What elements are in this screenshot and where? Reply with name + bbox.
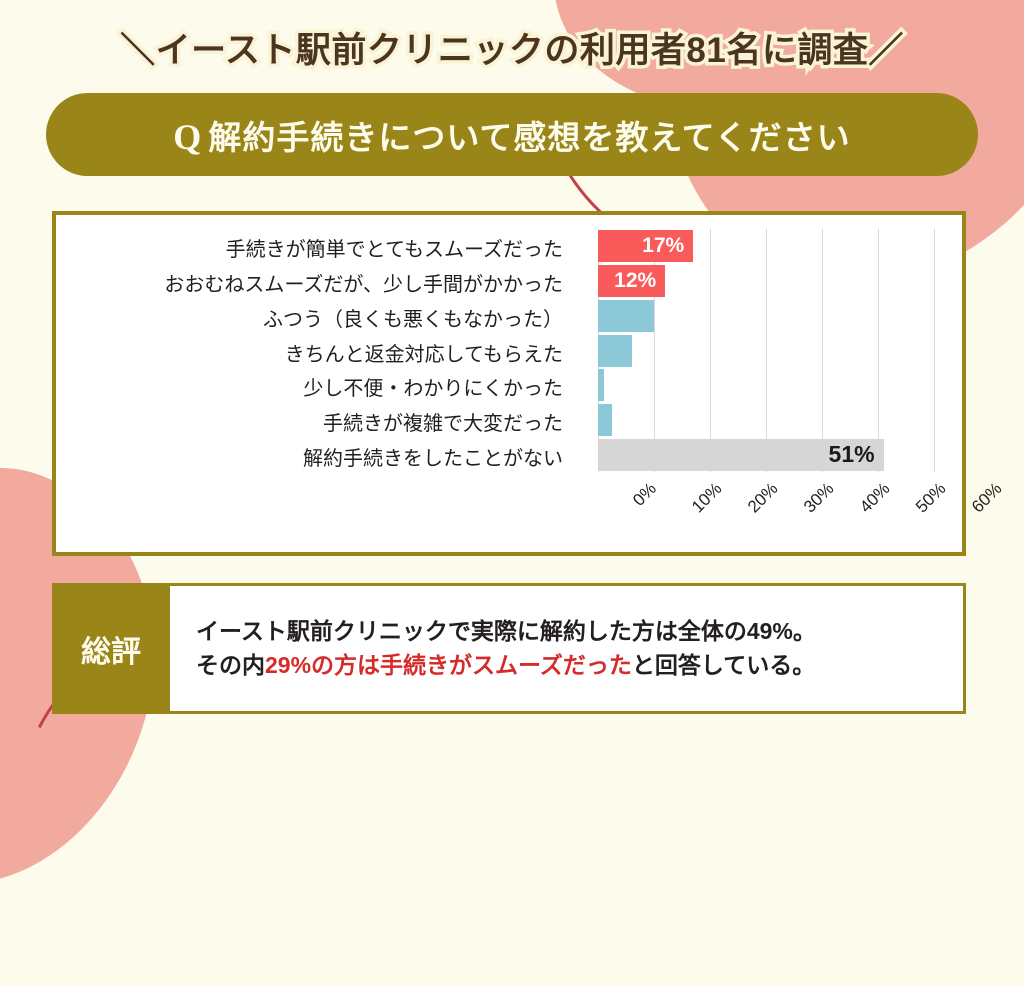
headline: ＼イースト駅前クリニックの利用者81名に調査／ [117,28,907,74]
summary-line-2-prefix: その内 [196,651,265,678]
x-axis-ticks: 0% 10% 20% 30% 40% 50% 60% [598,479,1005,539]
bar: 17% [598,230,694,263]
bar-value-label: 17% [642,234,685,258]
summary-line-1-text: イースト駅前クリニックで実際に解約した方は全体の49%。 [196,618,816,645]
category-label: 手続きが複雑で大変だった [323,412,563,435]
category-label: おおむねスムーズだが、少し手間がかかった [164,274,563,297]
tick-label: 40% [855,479,894,517]
bar [598,369,604,402]
question-label: 解約手続きについて感想を教えてください [208,118,851,156]
summary-tag: 総評 [52,583,170,714]
question-text: Q 解約手続きについて感想を教えてください [173,111,850,159]
gridline [766,229,767,472]
bar [598,403,612,436]
bar: 51% [598,438,884,471]
gridline [934,229,935,472]
gridline [878,229,879,472]
gridline [710,229,711,472]
chart-card: 手続きが簡単でとてもスムーズだったおおむねスムーズだが、少し手間がかかったふつう… [52,211,1005,556]
tick-label: 60% [967,479,1006,517]
gridline [654,229,655,472]
category-label: ふつう（良くも悪くもなかった） [263,308,563,331]
plot-area: 17% 12% 51% [598,229,935,472]
summary-line-1: イースト駅前クリニックで実際に解約した方は全体の49%。 [196,615,963,648]
bar-value-label: 12% [614,269,657,293]
summary-section: 総評 イースト駅前クリニックで実際に解約した方は全体の49%。 その内29%の方… [52,583,966,714]
category-label: きちんと返金対応してもらえた [284,343,563,366]
bar [598,334,632,367]
summary-line-2: その内29%の方は手続きがスムーズだったと回答している。 [196,649,963,682]
tick-label: 10% [687,479,726,517]
bar: 12% [598,265,666,298]
tick-label: 0% [629,479,661,510]
summary-body: イースト駅前クリニックで実際に解約した方は全体の49%。 その内29%の方は手続… [170,583,966,714]
question-marker: Q [173,116,203,157]
category-label: 解約手続きをしたことがない [303,447,563,470]
tick-label: 20% [743,479,782,517]
category-label: 少し不便・わかりにくかった [303,378,563,401]
tick-label: 50% [911,479,950,517]
tick-label: 30% [799,479,838,517]
bar [598,299,654,332]
category-label: 手続きが簡単でとてもスムーズだった [225,239,563,262]
chart: 手続きが簡単でとてもスムーズだったおおむねスムーズだが、少し手間がかかったふつう… [56,215,1005,552]
gridline [822,229,823,472]
summary-line-2-suffix: と回答している。 [631,651,816,678]
question-banner: Q 解約手続きについて感想を教えてください [46,93,978,176]
bar-value-label: 51% [828,441,875,468]
summary-highlight: 29%の方は手続きがスムーズだった [265,651,632,678]
